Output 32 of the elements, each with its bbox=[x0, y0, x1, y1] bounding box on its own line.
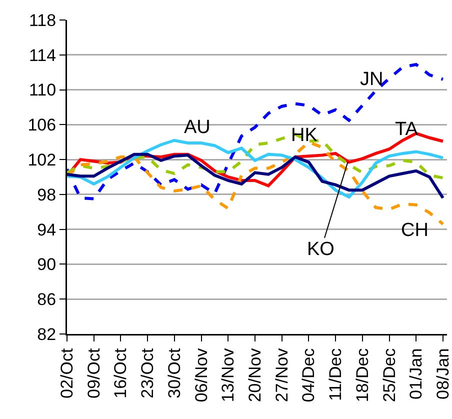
y-tick-label: 94 bbox=[37, 220, 56, 240]
line-series bbox=[67, 152, 444, 200]
y-tick-label: 118 bbox=[28, 10, 56, 30]
x-tick-label: 06/Nov bbox=[192, 348, 211, 402]
series-label: TA bbox=[395, 119, 418, 140]
text: KO bbox=[307, 239, 334, 260]
x-tick-label: 16/Oct bbox=[111, 348, 130, 398]
x-tick-label: 20/Nov bbox=[246, 348, 265, 402]
y-tick-label: 102 bbox=[28, 150, 56, 170]
x-tick-label: 01/Jan bbox=[406, 348, 426, 400]
x-tick-label: 09/Oct bbox=[84, 348, 104, 398]
y-tick-label: 90 bbox=[37, 255, 56, 274]
series-label: JN bbox=[360, 69, 384, 90]
y-tick-label: 106 bbox=[28, 116, 56, 135]
x-tick-label: 25/Dec bbox=[380, 348, 399, 402]
x-tick-label: 30/Oct bbox=[164, 348, 184, 398]
y-tick-label: 82 bbox=[37, 324, 56, 344]
x-tick-label: 13/Nov bbox=[218, 348, 238, 402]
x-tick-label: 04/Dec bbox=[299, 348, 318, 402]
y-tick-label: 86 bbox=[37, 290, 56, 310]
x-tick-label: 23/Oct bbox=[138, 348, 158, 398]
x-tick-label: 18/Dec bbox=[352, 348, 372, 402]
series-label: AU bbox=[184, 117, 210, 138]
y-tick-label: 110 bbox=[28, 80, 56, 100]
x-tick-label: 11/Dec bbox=[326, 348, 346, 401]
y-tick-label: 98 bbox=[37, 185, 56, 204]
x-tick-label: 02/Oct bbox=[58, 348, 77, 398]
x-tick-label: 27/Nov bbox=[272, 348, 292, 402]
y-tick-label: 114 bbox=[28, 46, 56, 65]
line-series bbox=[67, 62, 444, 200]
series-label: CH bbox=[401, 220, 428, 241]
x-tick-label: 08/Jan bbox=[433, 348, 452, 400]
